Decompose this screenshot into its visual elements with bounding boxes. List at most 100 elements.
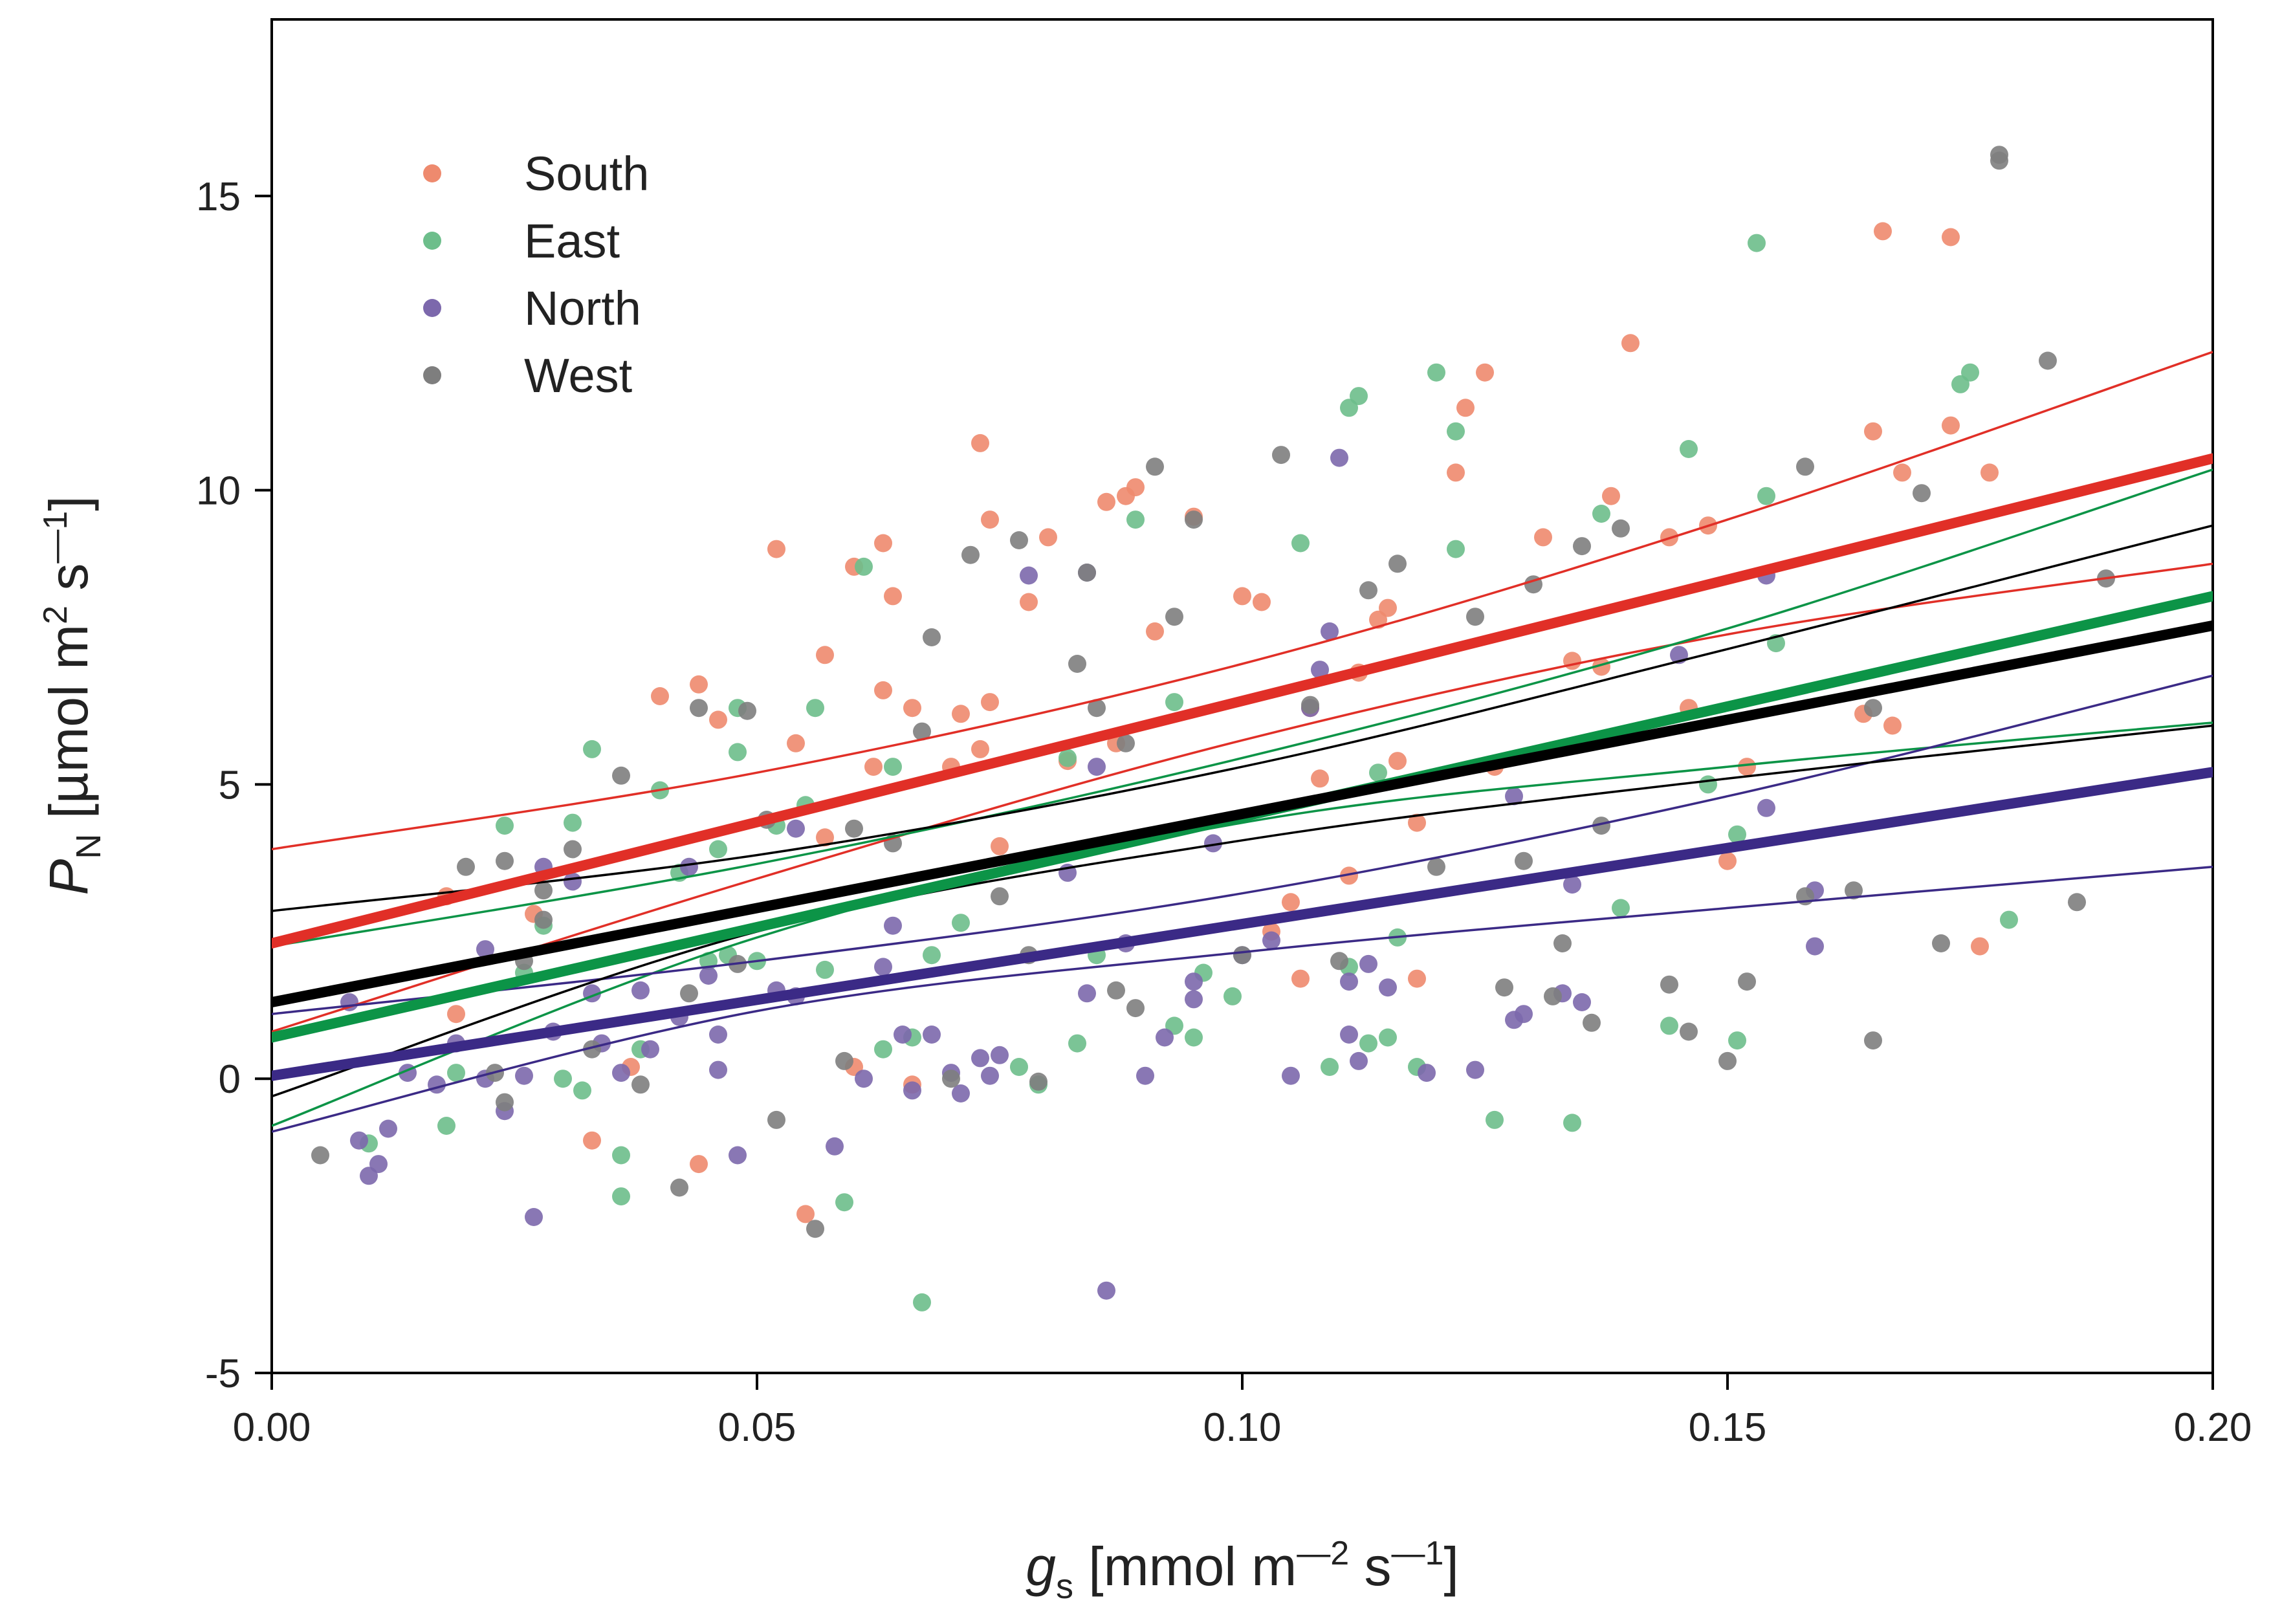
point-west: [991, 887, 1009, 906]
point-north: [612, 1064, 630, 1082]
point-south: [1456, 399, 1475, 417]
point-east: [1728, 1031, 1746, 1050]
point-east: [1427, 363, 1445, 382]
point-west: [631, 1075, 650, 1094]
point-west: [1990, 151, 2008, 170]
point-north: [971, 1049, 989, 1068]
point-east: [1486, 1110, 1504, 1129]
point-east: [1291, 534, 1310, 553]
legend-marker-south: [423, 164, 441, 182]
point-west: [1864, 699, 1882, 718]
point-south: [1738, 758, 1756, 776]
point-north: [369, 1155, 388, 1174]
point-west: [1845, 881, 1863, 900]
point-north: [1515, 1005, 1533, 1024]
point-west: [1185, 510, 1203, 529]
point-south: [767, 540, 785, 558]
point-west: [1233, 946, 1251, 965]
point-north: [631, 981, 650, 1000]
point-east: [1010, 1058, 1028, 1076]
x-tick-label: 0.15: [1689, 1405, 1767, 1450]
point-south: [1408, 969, 1426, 988]
point-west: [1680, 1022, 1698, 1041]
point-south: [952, 705, 970, 723]
point-south: [1379, 598, 1397, 617]
point-west: [961, 545, 980, 564]
x-axis-close: ]: [1443, 1536, 1458, 1597]
point-east: [1757, 487, 1775, 505]
point-west: [690, 699, 708, 718]
point-north: [1806, 937, 1824, 956]
point-south: [1253, 593, 1271, 611]
point-east: [612, 1187, 630, 1206]
y-axis-unit: [µmol m: [38, 624, 99, 834]
point-east: [447, 1064, 465, 1082]
point-north: [787, 819, 805, 838]
point-north: [1321, 622, 1339, 641]
point-east: [1379, 1028, 1397, 1047]
point-south: [1311, 769, 1329, 788]
x-axis-unit-mid: s: [1349, 1536, 1391, 1597]
point-east: [1612, 899, 1630, 917]
point-south: [651, 687, 669, 705]
point-west: [670, 1178, 688, 1197]
point-west: [1126, 999, 1145, 1018]
point-west: [1427, 857, 1445, 876]
point-north: [729, 1146, 747, 1165]
legend-marker-north: [423, 299, 441, 317]
point-west: [835, 1051, 853, 1070]
y-axis-subscript: N: [69, 834, 108, 859]
ci-upper-north: [272, 674, 2213, 1015]
point-west: [2039, 351, 2057, 370]
point-east: [1369, 763, 1387, 782]
point-south: [1563, 652, 1581, 670]
point-north: [981, 1066, 999, 1085]
ci-upper-south: [272, 351, 2213, 851]
point-north: [1262, 931, 1280, 950]
point-south: [690, 1155, 708, 1174]
ci-lower-west: [272, 724, 2213, 1098]
y-tick-label: 10: [196, 469, 241, 514]
point-north: [1340, 1026, 1358, 1044]
point-west: [767, 1110, 785, 1129]
point-north: [1311, 661, 1329, 679]
point-south: [1447, 463, 1465, 482]
x-tick-label: 0.20: [2174, 1405, 2252, 1450]
ci-upper-east: [272, 468, 2213, 948]
point-south: [1602, 487, 1620, 505]
point-east: [709, 840, 727, 859]
point-south: [1718, 851, 1737, 870]
point-west: [1466, 608, 1484, 626]
point-south: [583, 1131, 601, 1150]
point-east: [2000, 910, 2018, 929]
point-west: [1117, 734, 1135, 752]
x-tick-label: 0.10: [1203, 1405, 1282, 1450]
point-west: [1330, 952, 1348, 971]
point-west: [1272, 446, 1290, 465]
x-axis-symbol: g: [1026, 1536, 1056, 1597]
point-south: [903, 699, 921, 718]
point-west: [1796, 457, 1814, 476]
point-west: [1660, 975, 1678, 994]
point-east: [1592, 505, 1610, 523]
point-south: [816, 828, 834, 847]
point-east: [1223, 987, 1242, 1005]
point-north: [1359, 954, 1377, 973]
point-east: [816, 960, 834, 979]
point-west: [1029, 1072, 1048, 1091]
point-west: [680, 984, 698, 1003]
point-west: [1583, 1013, 1601, 1032]
point-south: [1282, 893, 1300, 912]
fit-lines: [272, 351, 2213, 1133]
point-north: [379, 1119, 397, 1138]
point-east: [1563, 1114, 1581, 1132]
point-east: [1165, 693, 1183, 712]
point-north: [1097, 1281, 1115, 1300]
point-south: [1621, 334, 1640, 353]
point-east: [1321, 1058, 1339, 1076]
point-south: [816, 646, 834, 664]
point-south: [1942, 228, 1960, 247]
point-west: [1301, 696, 1319, 714]
point-south: [1039, 528, 1057, 547]
point-north: [894, 1026, 912, 1044]
